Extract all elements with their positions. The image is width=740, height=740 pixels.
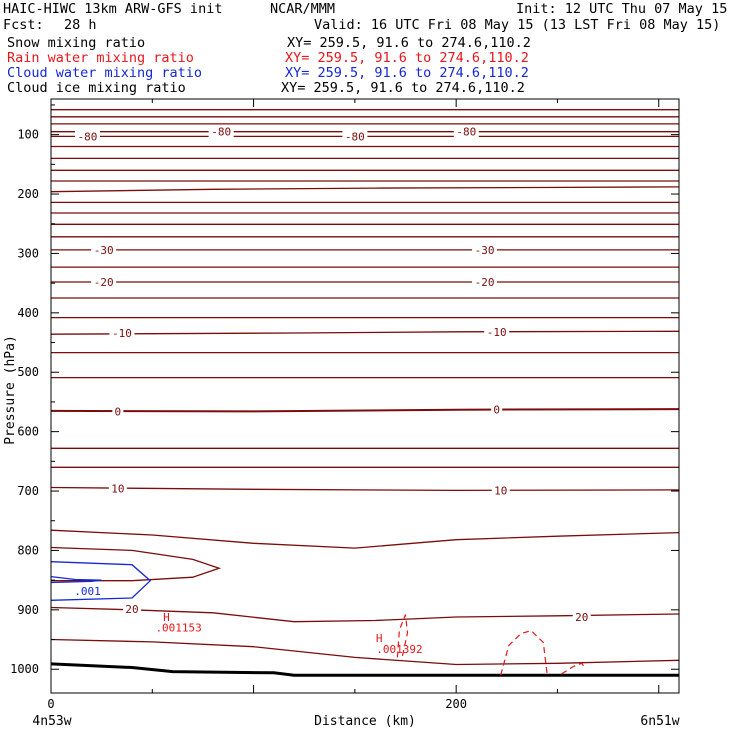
header-model: HAIC-HIWC 13km ARW-GFS init [3,1,223,17]
isotherm-label-bg [108,482,127,495]
contour-label-layer: -80 -80 -80 -80 -30 -30 -20 -20 -10 -10 0 0 10 10 20 20 [74,125,591,624]
isotherm-line [50,330,680,335]
x-tick-label: 0 [47,697,54,711]
y-tick-label: 200 [17,187,39,201]
header-org: NCAR/MMM [270,1,336,17]
y-tick-label: 1000 [10,662,39,676]
x-endpoint-right: 6n51w [640,714,679,729]
isotherm-label-bg [472,275,498,288]
field-snow-name: Snow mixing ratio [7,35,146,51]
isotherm-label-bg [491,403,503,416]
isotherm-label: -80 [211,126,231,139]
header-init: Init: 12 UTC Thu 07 May 15 [516,1,728,17]
isotherm-line [50,186,680,193]
isotherm-line [50,546,222,582]
field-cloudwater-name: Cloud water mixing ratio [7,65,203,81]
isotherm-line [50,638,680,666]
field-cloudice-xy: XY= 259.5, 91.6 to 274.6,110.2 [281,80,525,96]
isotherm-label-bg [491,484,510,497]
isotherm-label: 20 [575,611,588,624]
rain-high-value: .001153 [155,622,201,635]
rain-high-value: .001392 [376,643,422,656]
isotherm-label-bg [208,125,234,138]
isotherm-label: -20 [94,276,114,289]
isotherm-line [50,529,680,549]
isotherm-label: 10 [111,483,124,496]
isotherm-label-bg [572,610,591,623]
field-cloudwater-xy: XY= 259.5, 91.6 to 274.6,110.2 [285,65,529,81]
header-valid: Valid: 16 UTC Fri 08 May 15 (13 LST Fri … [314,17,721,33]
isotherm-label: -30 [94,244,114,257]
field-cloudice-name: Cloud ice mixing ratio [7,80,186,96]
y-tick-label: 100 [17,128,39,142]
rain-high-symbol: H [376,632,383,645]
isotherm-label: -80 [78,130,98,143]
isotherm-label-bg [74,130,100,143]
isotherm-label: -10 [487,326,507,339]
cloud-water-label: .001 [74,585,101,598]
isotherm-label-bg [342,130,368,143]
isotherm-line [50,408,680,413]
isotherm-label-bg [472,243,498,256]
isotherm-label: 10 [494,484,507,497]
isotherm-label-bg [112,405,124,418]
isotherm-label: 20 [125,603,138,616]
cloud-water-contour [50,561,152,601]
rain-water-contour [561,662,587,675]
isotherm-label-bg [484,325,510,338]
rain-water-contour [396,614,409,661]
y-tick-label: 500 [17,365,39,379]
x-tick-label: 200 [445,697,467,711]
header-fcst-label: Fcst: [3,17,44,33]
y-tick-label: 400 [17,306,39,320]
header-fcst-value: 28 h [64,17,97,33]
isotherm-label: -80 [456,126,476,139]
y-axis-label: Pressure (hPa) [3,335,18,445]
x-axis-label: Distance (km) [314,714,416,729]
isotherm-label: -20 [475,276,495,289]
isotherm-label: -10 [112,327,132,340]
ground-layer [50,662,679,677]
field-rain-xy: XY= 259.5, 91.6 to 274.6,110.2 [285,50,529,66]
field-rain-name: Rain water mixing ratio [7,50,194,66]
y-tick-label: 800 [17,543,39,557]
isotherm-label: -80 [345,130,365,143]
isotherm-label: -30 [475,244,495,257]
y-tick-label: 700 [17,484,39,498]
rain-water-contour [500,629,548,676]
y-tick-label: 300 [17,246,39,260]
cloud-water-contour [50,575,102,584]
isotherm-line [50,486,680,492]
ground-line [50,662,679,677]
isotherm-line [50,606,680,623]
isotherm-layer [50,109,680,666]
field-snow-xy: XY= 259.5, 91.6 to 274.6,110.2 [287,35,531,51]
plot-frame [50,98,680,694]
isotherm-label: 0 [493,404,500,417]
isotherm-label: 0 [115,405,122,418]
rain-high-symbol: H [163,611,170,624]
isotherm-label-bg [91,243,117,256]
cloud-water-layer: .001 [50,561,152,601]
y-tick-label: 900 [17,603,39,617]
isotherm-label-bg [109,327,135,340]
isotherm-label-bg [91,275,117,288]
isotherm-label-bg [123,603,142,616]
isotherm-label-bg [453,125,479,138]
y-tick-label: 600 [17,425,39,439]
x-endpoint-left: 4n53w [32,714,71,729]
